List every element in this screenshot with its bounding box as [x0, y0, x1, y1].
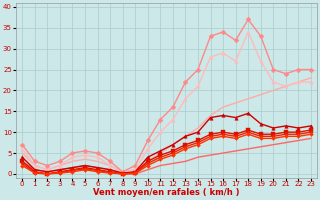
- X-axis label: Vent moyen/en rafales ( km/h ): Vent moyen/en rafales ( km/h ): [93, 188, 240, 197]
